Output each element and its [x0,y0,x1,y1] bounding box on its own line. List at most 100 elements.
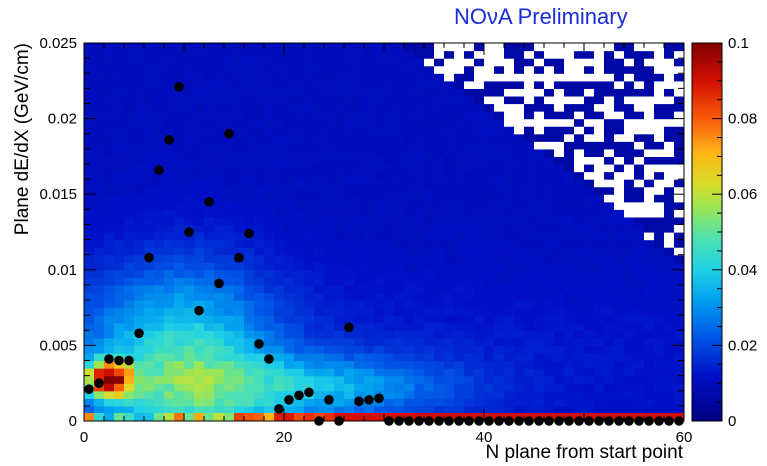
heatmap-cell [494,141,505,150]
heatmap-cell [424,277,435,286]
heatmap-cell [634,156,645,165]
heatmap-cell [164,315,175,324]
heatmap-cell [534,277,545,286]
heatmap-cell [184,360,195,369]
heatmap-cell [184,337,195,346]
heatmap-cell [114,330,125,339]
heatmap-cell [544,224,555,233]
heatmap-cell [304,80,315,89]
heatmap-cell [254,352,265,362]
heatmap-cell [394,216,405,226]
heatmap-cell [194,156,205,165]
heatmap-cell [524,111,535,120]
heatmap-cell [234,247,245,256]
heatmap-cell [294,307,305,316]
heatmap-cell [304,58,315,67]
heatmap-cell [214,232,225,241]
heatmap-cell [594,163,605,173]
heatmap-cell [264,103,275,112]
heatmap-cell [624,232,635,241]
heatmap-cell [354,337,365,346]
heatmap-cell [604,58,615,67]
heatmap-cell [484,201,495,210]
heatmap-cell [644,239,655,248]
heatmap-cell [254,322,265,331]
heatmap-cell [484,179,495,188]
heatmap-cell [254,284,265,294]
heatmap-cell [474,103,485,112]
heatmap-cell [534,141,545,150]
heatmap-cell [94,277,105,286]
heatmap-cell [464,103,475,112]
heatmap-cell [524,269,535,278]
heatmap-cell [554,307,565,316]
heatmap-cell [434,95,445,105]
heatmap-cell [144,201,155,210]
heatmap-cell [584,65,595,74]
heatmap-cell [334,186,345,195]
heatmap-cell [624,284,635,294]
heatmap-cell [204,50,215,59]
heatmap-cell [374,345,385,354]
heatmap-cell [514,209,525,218]
heatmap-cell [334,111,345,120]
heatmap-cell [264,141,275,150]
heatmap-cell [254,171,265,180]
heatmap-cell [424,300,435,309]
heatmap-cell [614,383,625,392]
heatmap-cell [634,345,645,354]
heatmap-cell [544,171,555,180]
heatmap-cell [154,103,165,112]
heatmap-cell [164,171,175,180]
heatmap-cell [354,58,365,67]
heatmap-cell [484,247,495,256]
heatmap-cell [514,254,525,263]
heatmap-cell [544,254,555,263]
heatmap-cell [94,126,105,135]
heatmap-cell [214,262,225,271]
heatmap-cell [384,111,395,120]
heatmap-cell [124,148,135,157]
heatmap-cell [344,269,355,278]
heatmap-cell [134,398,145,407]
heatmap-cell [324,390,335,399]
heatmap-cell [544,88,555,97]
heatmap-cell [144,88,155,97]
heatmap-cell [394,209,405,218]
heatmap-cell [274,103,285,112]
heatmap-cell [354,179,365,188]
heatmap-cell [184,254,195,263]
heatmap-cell [554,390,565,399]
heatmap-cell [314,368,325,377]
heatmap-cell [624,262,635,271]
heatmap-cell [84,209,95,218]
x-tick-label: 40 [476,429,493,446]
heatmap-cell [404,209,415,218]
heatmap-cell [254,43,265,52]
heatmap-cell [104,269,115,278]
heatmap-cell [184,148,195,157]
heatmap-cell [364,330,375,339]
heatmap-cell [594,232,605,241]
heatmap-cell [124,300,135,309]
heatmap-cell [234,179,245,188]
heatmap-cell [414,141,425,150]
heatmap-cell [264,80,275,89]
heatmap-cell [204,345,215,354]
heatmap-cell [574,141,585,150]
heatmap-cell [414,352,425,362]
heatmap-cell [244,194,255,203]
heatmap-cell [474,315,485,324]
heatmap-cell [214,269,225,278]
heatmap-cell [484,58,495,67]
heatmap-cell [214,352,225,362]
heatmap-cell [484,194,495,203]
heatmap-cell [84,194,95,203]
heatmap-cell [384,43,395,52]
heatmap-cell [94,88,105,97]
heatmap-cell [224,269,235,278]
overlay-point [174,82,184,92]
heatmap-cell [284,247,295,256]
heatmap-cell [294,375,305,384]
heatmap-cell [264,360,275,369]
